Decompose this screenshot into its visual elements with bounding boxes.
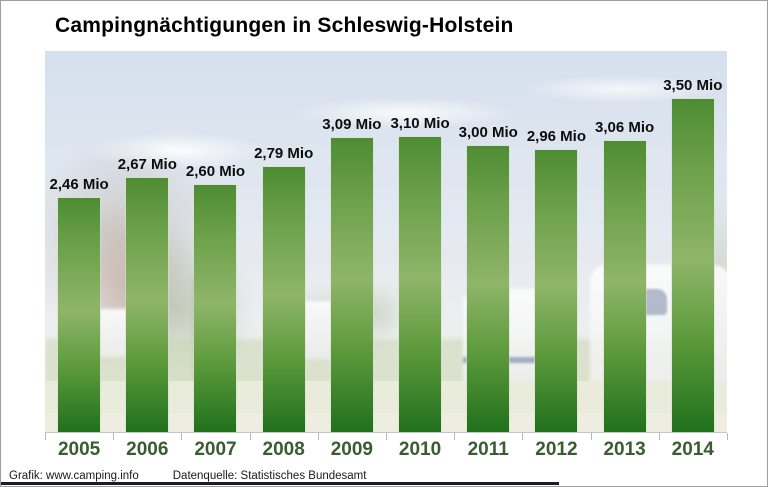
bar-value-label: 3,50 Mio [663,77,723,94]
bar-value-label: 3,06 Mio [595,119,655,136]
chart-title: Campingnächtigungen in Schleswig-Holstei… [55,14,514,37]
x-axis-label-2012: 2012 [535,439,578,460]
bar-2008 [262,167,305,433]
bar-value-label: 2,96 Mio [526,128,586,145]
bar-group-2007: 2,60 Mio [181,51,249,433]
x-axis-label-2009: 2009 [330,439,373,460]
bar-2012 [535,150,578,433]
x-axis-label-2008: 2008 [262,439,305,460]
bar-group-2011: 3,00 Mio [454,51,522,433]
x-axis-label-2007: 2007 [194,439,237,460]
bar-2005 [58,198,101,433]
x-axis-label-2014: 2014 [671,439,714,460]
footer: Grafik: www.camping.info Datenquelle: St… [9,470,366,482]
bar-group-2009: 3,09 Mio [318,51,386,433]
bar-value-label: 3,10 Mio [390,115,450,132]
bar-2013 [603,141,646,433]
bar-group-2006: 2,67 Mio [113,51,181,433]
bar-value-label: 3,00 Mio [458,124,518,141]
chart-area: 2,46 Mio 2,67 Mio 2,60 Mio 2,79 Mio 3,09… [45,51,727,433]
bar-2007 [194,185,237,433]
background-caravan-stripe [463,357,561,363]
bar-2010 [399,137,442,433]
bar-2006 [126,178,169,433]
bar-group-2013: 3,06 Mio [591,51,659,433]
bar-group-2005: 2,46 Mio [45,51,113,433]
bottom-divider [1,482,559,485]
bar-2014 [671,99,714,433]
x-axis-ticks [45,433,728,441]
credit-text: Grafik: www.camping.info [9,470,139,482]
bar-2009 [330,138,373,433]
source-text: Datenquelle: Statistisches Bundesamt [172,470,367,482]
bar-value-label: 2,46 Mio [49,176,109,193]
bar-value-label: 2,60 Mio [185,163,246,180]
bar-group-2008: 2,79 Mio [250,51,318,433]
x-axis-label-2006: 2006 [126,439,169,460]
x-axis-label-2013: 2013 [603,439,646,460]
bar-2011 [467,146,510,433]
bar-group-2012: 2,96 Mio [522,51,590,433]
bar-value-label: 3,09 Mio [322,116,382,133]
x-axis-label-2010: 2010 [398,439,442,460]
bar-value-label: 2,79 Mio [254,145,314,162]
x-axis-label-2005: 2005 [57,439,101,460]
bar-value-label: 2,67 Mio [117,156,177,173]
x-axis-line [45,432,727,433]
x-axis-label-2011: 2011 [467,439,509,460]
bar-group-2014: 3,50 Mio [659,51,727,433]
bar-group-2010: 3,10 Mio [386,51,454,433]
bars-container: 2,46 Mio 2,67 Mio 2,60 Mio 2,79 Mio 3,09… [45,51,727,433]
x-axis-labels: 2005 2006 2007 2008 2009 2010 2011 2012 … [45,439,727,461]
